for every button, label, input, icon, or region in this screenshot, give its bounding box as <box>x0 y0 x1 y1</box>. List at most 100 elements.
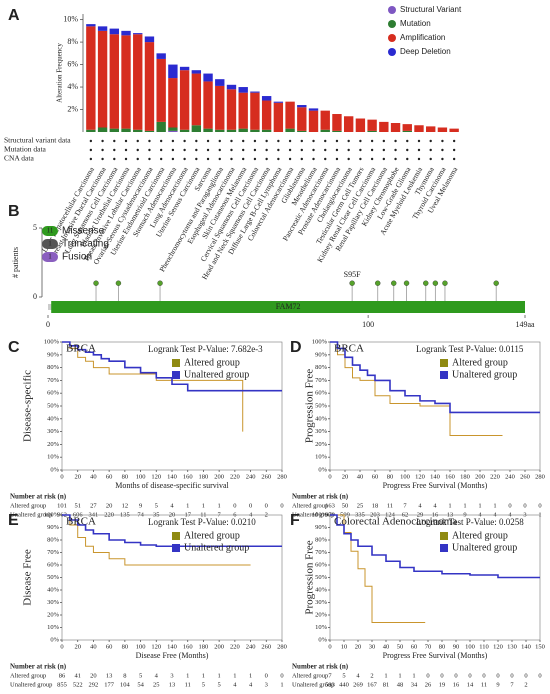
legend-label: Structural Variant <box>400 5 462 14</box>
risk-row-label: Altered group <box>10 672 46 679</box>
risk-count: 0 <box>426 672 429 679</box>
x-tick-label: 40 <box>357 473 364 480</box>
legend-swatch <box>172 371 180 379</box>
bar-segment <box>156 121 166 132</box>
data-dot <box>218 148 221 152</box>
y-tick-label: 30% <box>315 428 328 435</box>
risk-count: 20 <box>90 672 97 679</box>
risk-count: 101 <box>57 502 67 509</box>
bar-segment <box>402 124 412 131</box>
risk-row-label: Unaltered group <box>10 681 52 688</box>
legend-swatch <box>388 34 396 42</box>
survival-curve <box>330 341 503 436</box>
data-dot <box>242 148 245 152</box>
risk-table-title: Number at risk (n) <box>10 663 67 671</box>
data-dot <box>300 148 303 152</box>
risk-count: 0 <box>538 672 541 679</box>
bar-segment <box>144 42 155 131</box>
legend-swatch <box>388 20 396 28</box>
data-dot <box>441 157 444 161</box>
data-dot <box>277 157 280 161</box>
legend-swatch <box>440 371 448 379</box>
x-tick-label: 220 <box>230 473 240 480</box>
risk-count: 2 <box>370 672 373 679</box>
x-tick-label: 140 <box>430 473 440 480</box>
y-tick-label: 40% <box>47 415 60 422</box>
y-tick-label: 70% <box>47 377 60 384</box>
panel-label: F <box>290 512 300 529</box>
legend-swatch <box>388 6 396 14</box>
x-tick-label: 100 <box>136 473 146 480</box>
data-dot <box>230 139 233 143</box>
panel-label: C <box>8 339 20 356</box>
risk-count: 41 <box>74 672 81 679</box>
x-tick-label: 40 <box>90 643 97 650</box>
risk-count: 26 <box>425 681 432 688</box>
x-tick-label: 120 <box>151 643 161 650</box>
risk-count: 7 <box>403 502 407 509</box>
risk-count: 18 <box>372 502 379 509</box>
chart-title: BRCA <box>334 343 364 355</box>
logrank-annotation: Logrank Test P-Value: 7.682e-3 <box>148 344 263 354</box>
y-tick-label: 30% <box>315 599 328 606</box>
bar-segment <box>390 123 401 132</box>
logrank-annotation: Logrank Test P-Value: 0.0210 <box>148 517 256 527</box>
data-dot <box>124 148 128 152</box>
bar-segment <box>320 129 330 132</box>
bar-segment <box>297 130 307 132</box>
risk-count: 1 <box>463 502 466 509</box>
x-tick-label: 80 <box>122 473 129 480</box>
panel-label: A <box>8 7 20 24</box>
data-dot <box>394 139 397 143</box>
risk-count: 14 <box>467 681 474 688</box>
data-dot <box>113 139 116 143</box>
risk-count: 25 <box>357 502 364 509</box>
bar-segment <box>414 125 424 132</box>
risk-count: 11 <box>387 502 393 509</box>
lollipop-head <box>93 280 99 286</box>
legend-label: Mutation <box>400 19 431 28</box>
x-tick-label: 110 <box>479 643 489 650</box>
risk-count: 48 <box>397 681 404 688</box>
bar-segment <box>144 36 155 43</box>
data-dot <box>171 139 175 143</box>
x-tick-label: 40 <box>90 473 97 480</box>
y-tick-label: 0% <box>318 636 327 643</box>
data-dot <box>441 139 444 143</box>
y-tick-label: 10% <box>315 624 328 631</box>
risk-count: 16 <box>453 681 460 688</box>
bar-segment <box>191 70 202 74</box>
data-dot <box>347 148 350 152</box>
data-dot <box>335 157 339 161</box>
x-tick-label: 80 <box>387 473 394 480</box>
bar-segment <box>179 129 190 132</box>
x-tick-label: 60 <box>106 643 113 650</box>
legend-count: 11 <box>47 227 54 235</box>
panel-label: E <box>8 512 19 529</box>
risk-count: 163 <box>325 502 335 509</box>
lollipop-head <box>442 280 448 286</box>
risk-count: 0 <box>265 502 268 509</box>
risk-count: 0 <box>524 672 527 679</box>
y-tick-label: 8% <box>67 37 78 46</box>
risk-row-label: Altered group <box>292 672 328 679</box>
data-dot <box>253 157 257 161</box>
y-tick-label: 20% <box>47 611 60 618</box>
data-dot <box>171 148 175 152</box>
bar-segment <box>121 30 131 36</box>
data-dot <box>312 157 315 161</box>
bar-segment <box>273 102 284 132</box>
legend-label: Amplification <box>400 33 445 42</box>
data-dot <box>136 139 139 143</box>
x-tick-label: 60 <box>372 473 379 480</box>
logrank-annotation: Logrank Test P-Value: 0.0258 <box>416 517 524 527</box>
risk-count: 0 <box>265 672 268 679</box>
x-tick-label: 220 <box>230 643 240 650</box>
lollipop-head <box>423 280 429 286</box>
data-dot <box>382 157 386 161</box>
bar-segment <box>109 34 119 129</box>
y-tick-label: 20% <box>47 441 60 448</box>
legend-label: Unaltered group <box>184 542 249 553</box>
risk-count: 20 <box>106 502 113 509</box>
